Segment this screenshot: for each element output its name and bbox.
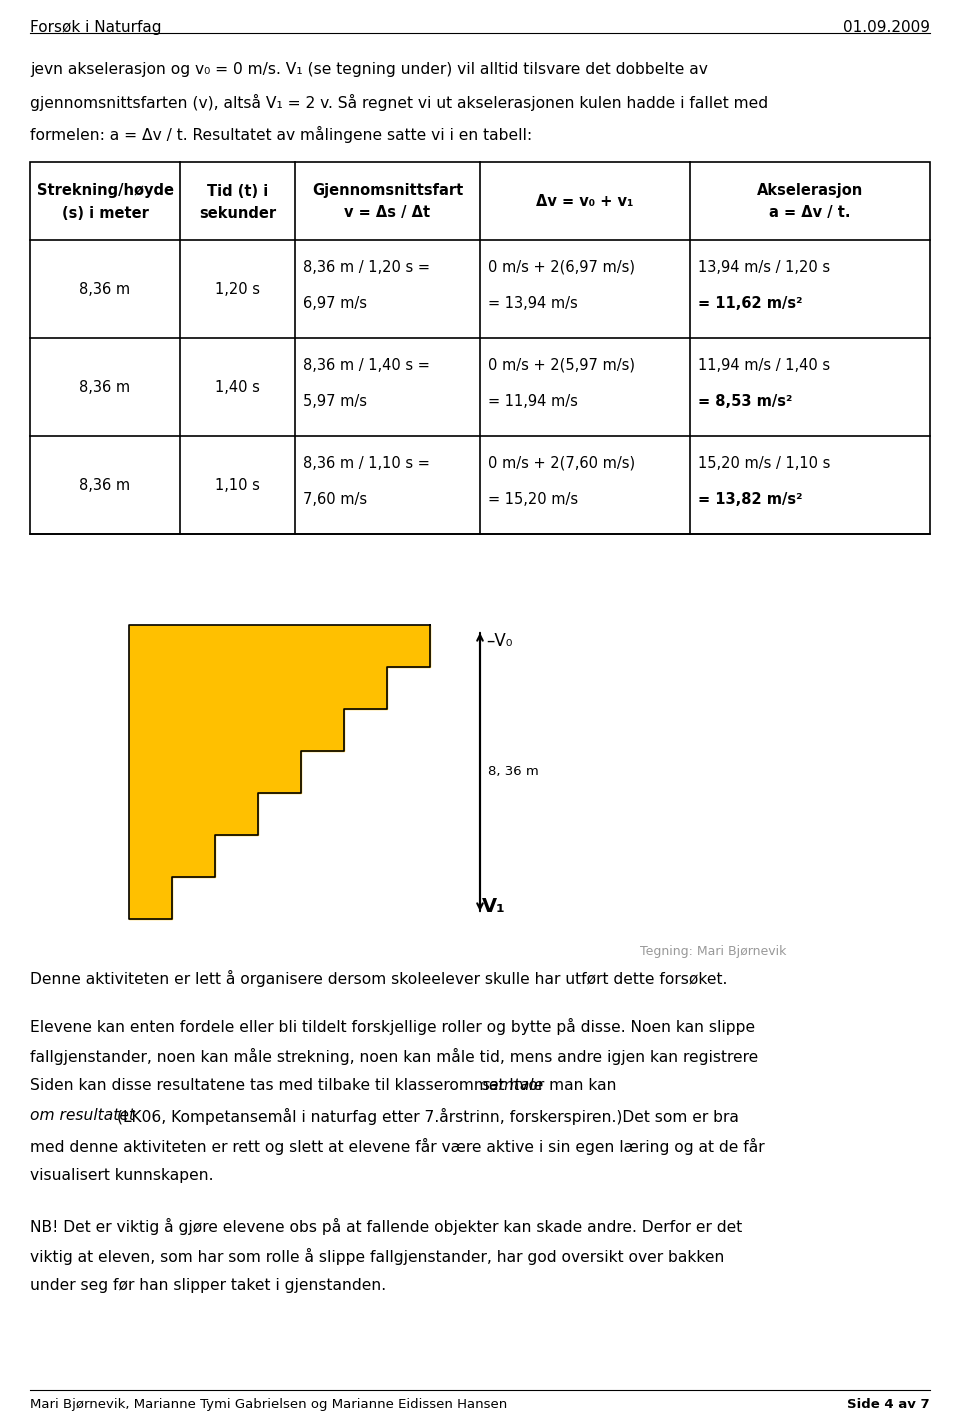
Text: 1,10 s: 1,10 s <box>215 478 260 493</box>
Text: (LK06, Kompetansemål i naturfag etter 7.årstrinn, forskerspiren.)Det som er bra: (LK06, Kompetansemål i naturfag etter 7.… <box>112 1108 739 1125</box>
Text: 8,36 m: 8,36 m <box>80 478 131 493</box>
Text: 7,60 m/s: 7,60 m/s <box>303 492 367 507</box>
Text: a = Δv / t.: a = Δv / t. <box>769 205 851 220</box>
Text: = 11,94 m/s: = 11,94 m/s <box>488 394 578 410</box>
Text: Gjennomsnittsfart: Gjennomsnittsfart <box>312 184 463 198</box>
Polygon shape <box>129 625 430 918</box>
Text: 0 m/s + 2(6,97 m/s): 0 m/s + 2(6,97 m/s) <box>488 260 635 276</box>
Text: 1,20 s: 1,20 s <box>215 281 260 297</box>
Text: Tegning: Mari Bjørnevik: Tegning: Mari Bjørnevik <box>640 945 786 958</box>
Text: 5,97 m/s: 5,97 m/s <box>303 394 367 410</box>
Text: 15,20 m/s / 1,10 s: 15,20 m/s / 1,10 s <box>698 456 830 471</box>
Text: Mari Bjørnevik, Marianne Tymi Gabrielsen og Marianne Eidissen Hansen: Mari Bjørnevik, Marianne Tymi Gabrielsen… <box>30 1397 507 1412</box>
Text: 8, 36 m: 8, 36 m <box>488 766 539 779</box>
Text: Strekning/høyde: Strekning/høyde <box>36 184 174 198</box>
Text: sekunder: sekunder <box>199 205 276 220</box>
Text: Denne aktiviteten er lett å organisere dersom skoleelever skulle har utført dett: Denne aktiviteten er lett å organisere d… <box>30 969 728 988</box>
Text: formelen: a = Δv / t. Resultatet av målingene satte vi i en tabell:: formelen: a = Δv / t. Resultatet av måli… <box>30 126 532 143</box>
Text: (s) i meter: (s) i meter <box>61 205 149 220</box>
Text: Forsøk i Naturfag: Forsøk i Naturfag <box>30 20 161 35</box>
Text: Elevene kan enten fordele eller bli tildelt forskjellige roller og bytte på diss: Elevene kan enten fordele eller bli tild… <box>30 1017 756 1034</box>
Text: Tid (t) i: Tid (t) i <box>206 184 268 198</box>
Text: NB! Det er viktig å gjøre elevene obs på at fallende objekter kan skade andre. D: NB! Det er viktig å gjøre elevene obs på… <box>30 1218 742 1235</box>
Text: 01.09.2009: 01.09.2009 <box>843 20 930 35</box>
Text: = 11,62 m/s²: = 11,62 m/s² <box>698 297 803 311</box>
Text: V₁: V₁ <box>482 897 506 916</box>
Text: = 13,82 m/s²: = 13,82 m/s² <box>698 492 803 507</box>
Text: 8,36 m / 1,40 s =: 8,36 m / 1,40 s = <box>303 357 430 373</box>
Bar <box>30 162 930 534</box>
Text: 8,36 m / 1,20 s =: 8,36 m / 1,20 s = <box>303 260 430 276</box>
Text: om resultatet: om resultatet <box>30 1108 135 1123</box>
Text: jevn akselerasjon og v₀ = 0 m/s. V₁ (se tegning under) vil alltid tilsvare det d: jevn akselerasjon og v₀ = 0 m/s. V₁ (se … <box>30 62 708 76</box>
Text: 1,40 s: 1,40 s <box>215 380 260 394</box>
Text: = 8,53 m/s²: = 8,53 m/s² <box>698 394 792 410</box>
Text: gjennomsnittsfarten (v), altså V₁ = 2 v. Så regnet vi ut akselerasjonen kulen ha: gjennomsnittsfarten (v), altså V₁ = 2 v.… <box>30 95 768 112</box>
Text: samtale: samtale <box>481 1078 543 1094</box>
Text: = 13,94 m/s: = 13,94 m/s <box>488 297 578 311</box>
Text: 13,94 m/s / 1,20 s: 13,94 m/s / 1,20 s <box>698 260 830 276</box>
Text: Siden kan disse resultatene tas med tilbake til klasserommet hvor man kan: Siden kan disse resultatene tas med tilb… <box>30 1078 621 1094</box>
Text: 0 m/s + 2(5,97 m/s): 0 m/s + 2(5,97 m/s) <box>488 357 635 373</box>
Text: visualisert kunnskapen.: visualisert kunnskapen. <box>30 1169 213 1183</box>
Text: –V₀: –V₀ <box>486 632 513 650</box>
Text: 6,97 m/s: 6,97 m/s <box>303 297 367 311</box>
Text: viktig at eleven, som har som rolle å slippe fallgjenstander, har god oversikt o: viktig at eleven, som har som rolle å sl… <box>30 1248 725 1265</box>
Text: 0 m/s + 2(7,60 m/s): 0 m/s + 2(7,60 m/s) <box>488 456 636 471</box>
Text: Δv = v₀ + v₁: Δv = v₀ + v₁ <box>537 194 634 209</box>
Text: = 15,20 m/s: = 15,20 m/s <box>488 492 578 507</box>
Text: 11,94 m/s / 1,40 s: 11,94 m/s / 1,40 s <box>698 357 830 373</box>
Text: Akselerasjon: Akselerasjon <box>756 184 863 198</box>
Text: 8,36 m: 8,36 m <box>80 380 131 394</box>
Text: under seg før han slipper taket i gjenstanden.: under seg før han slipper taket i gjenst… <box>30 1277 386 1293</box>
Text: v = Δs / Δt: v = Δs / Δt <box>345 205 431 220</box>
Text: 8,36 m: 8,36 m <box>80 281 131 297</box>
Text: fallgjenstander, noen kan måle strekning, noen kan måle tid, mens andre igjen ka: fallgjenstander, noen kan måle strekning… <box>30 1048 758 1065</box>
Text: Side 4 av 7: Side 4 av 7 <box>848 1397 930 1412</box>
Text: 8,36 m / 1,10 s =: 8,36 m / 1,10 s = <box>303 456 430 471</box>
Text: med denne aktiviteten er rett og slett at elevene får være aktive i sin egen lær: med denne aktiviteten er rett og slett a… <box>30 1137 764 1154</box>
